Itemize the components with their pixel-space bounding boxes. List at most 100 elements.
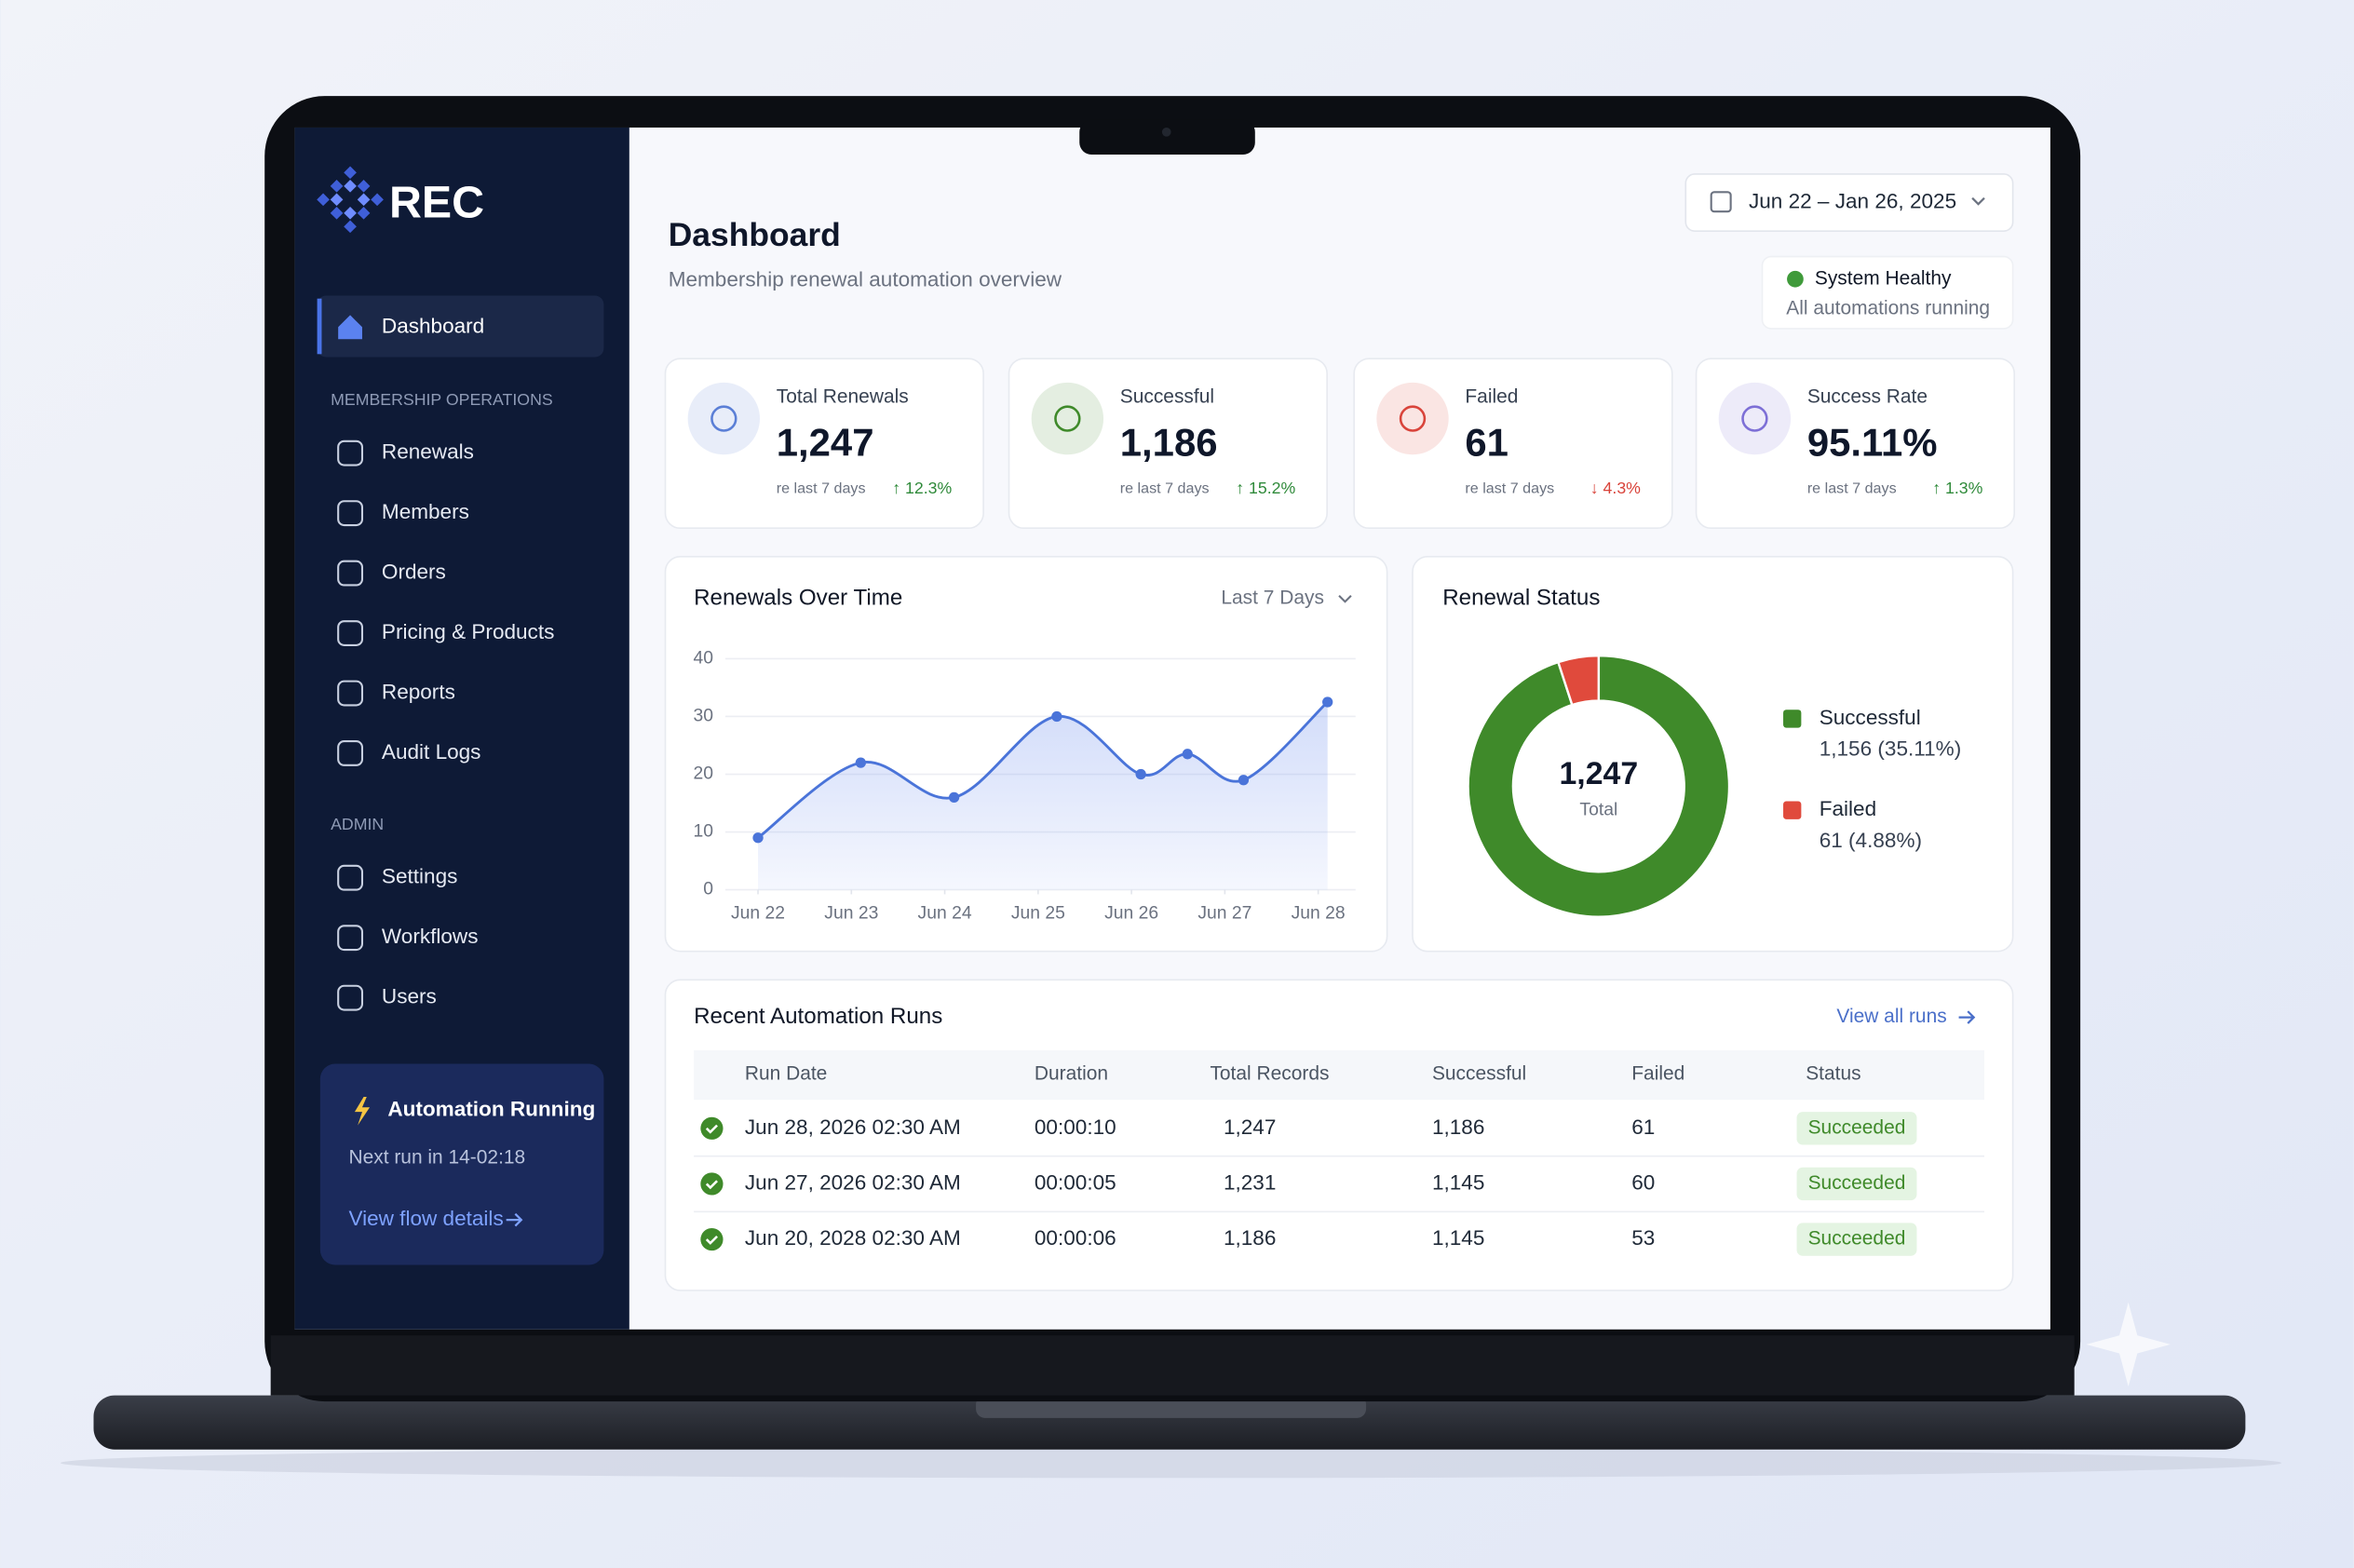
y-tick-label: 40 (694, 649, 714, 669)
column-header: Failed (1631, 1062, 1684, 1084)
x-tick-label: Jun 26 (1104, 904, 1158, 924)
bolt-icon (354, 1096, 371, 1126)
y-tick-label: 30 (694, 707, 714, 726)
table-cell: 00:00:10 (1035, 1115, 1116, 1139)
nav-item[interactable]: Settings (382, 865, 457, 888)
kpi-card (1353, 358, 1673, 530)
kpi-period: re last 7 days (1120, 480, 1210, 497)
y-tick-label: 0 (703, 880, 713, 899)
status-badge (1796, 1112, 1917, 1145)
kpi-period: re last 7 days (1465, 480, 1554, 497)
nav-icon (337, 925, 364, 952)
x-tick-label: Jun 24 (918, 904, 972, 924)
kpi-label: Failed (1465, 386, 1518, 408)
row-status-icon (700, 1227, 724, 1251)
nav-icon (337, 984, 364, 1011)
chin (270, 1335, 2075, 1396)
column-header: Duration (1035, 1062, 1108, 1084)
status-box (1761, 255, 2014, 330)
date-picker[interactable] (1684, 173, 2014, 232)
logo-dot (357, 206, 371, 220)
point (1135, 768, 1146, 780)
nav-item[interactable]: Audit Logs (382, 740, 481, 764)
kpi-icon (1399, 405, 1427, 432)
column-header: Total Records (1210, 1062, 1329, 1084)
check (705, 1235, 718, 1245)
kpi-label: Total Renewals (777, 386, 909, 408)
row-status-icon (700, 1172, 724, 1196)
kpi-card (1695, 358, 2016, 530)
status-badge (1796, 1223, 1917, 1256)
range-select[interactable]: Last 7 Days (1221, 588, 1324, 609)
table-cell: 1,186 (1432, 1115, 1484, 1139)
table-header (694, 1050, 1984, 1101)
legend-swatch (1783, 710, 1802, 728)
status-badge-text: Succeeded (1808, 1172, 1906, 1194)
nav-icon (337, 620, 364, 646)
kpi-icon-bg (1031, 382, 1104, 455)
legend-label: Successful (1820, 706, 1921, 729)
area (758, 701, 1328, 890)
kpi-value: 1,247 (777, 421, 874, 465)
nav-section-title: ADMIN (331, 815, 384, 833)
table-cell: 53 (1631, 1226, 1655, 1250)
legend-value: 61 (4.88%) (1820, 829, 1922, 852)
automation-title: Automation Running (387, 1097, 595, 1120)
camera (1161, 127, 1171, 137)
nav-icon (337, 740, 364, 766)
nav-item[interactable]: Members (382, 500, 469, 523)
point (1182, 749, 1193, 760)
kpi-icon-bg (687, 382, 761, 455)
legend-swatch (1783, 801, 1802, 819)
table-cell: Jun 28, 2026 02:30 AM (745, 1115, 961, 1139)
kpi-value: 1,186 (1120, 421, 1218, 465)
point (1238, 775, 1250, 786)
table-cell: Jun 27, 2026 02:30 AM (745, 1170, 961, 1194)
logo-dot (330, 193, 344, 207)
kpi-change: ↑ 12.3% (892, 479, 952, 497)
status-dot (1787, 270, 1804, 288)
automation-card (319, 1063, 604, 1265)
nav-item[interactable]: Reports (382, 680, 455, 703)
kpi-value: 95.11% (1807, 421, 1938, 465)
nav-item[interactable]: Renewals (382, 440, 474, 464)
nav-item[interactable]: Users (382, 985, 437, 1008)
shadow (61, 1448, 2282, 1479)
kpi-change: ↓ 4.3% (1590, 479, 1641, 497)
arrow-icon (506, 1212, 523, 1227)
kpi-label: Successful (1120, 386, 1214, 408)
donut-segment (1556, 655, 1601, 707)
kpi-icon-bg (1376, 382, 1449, 455)
nav-item[interactable]: Pricing & Products (382, 620, 554, 643)
donut-total-label: Total (1579, 800, 1617, 819)
nav-active[interactable] (317, 295, 604, 358)
table-cell: 00:00:06 (1035, 1226, 1116, 1250)
chart-title: Renewals Over Time (694, 585, 902, 610)
nav-item[interactable]: Orders (382, 561, 446, 584)
view-all-link[interactable]: View all runs (1836, 1006, 1946, 1027)
column-header: Run Date (745, 1062, 827, 1084)
logo-dot (344, 179, 357, 193)
table-cell: 60 (1631, 1170, 1655, 1194)
nav-active-bar (317, 298, 322, 355)
table-cell: 1,186 (1224, 1226, 1276, 1250)
point (1051, 710, 1062, 723)
check (705, 1180, 718, 1190)
laptop-base (93, 1395, 2246, 1450)
table-cell: 1,145 (1432, 1170, 1484, 1194)
nav-icon (337, 680, 364, 707)
kpi-period: re last 7 days (1807, 480, 1897, 497)
nav-item[interactable]: Workflows (382, 925, 479, 948)
sparkle (2086, 1302, 2171, 1387)
nav-icon (337, 439, 364, 466)
nav-item[interactable]: Dashboard (382, 314, 484, 337)
table-cell: 61 (1631, 1115, 1655, 1139)
kpi-icon (710, 405, 737, 432)
logo-dot (317, 193, 330, 207)
automation-link[interactable]: View flow details (348, 1207, 503, 1230)
point (855, 757, 866, 768)
logo-dot (357, 193, 371, 207)
kpi-icon-bg (1718, 382, 1792, 455)
date-range[interactable]: Jun 22 – Jan 26, 2025 (1749, 190, 1956, 213)
